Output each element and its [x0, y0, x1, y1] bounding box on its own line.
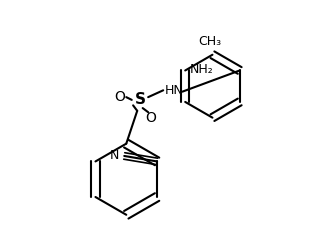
Text: O: O [145, 111, 156, 125]
Text: O: O [114, 90, 125, 104]
Text: HN: HN [165, 84, 183, 97]
Text: NH₂: NH₂ [189, 62, 213, 76]
Text: N: N [109, 149, 119, 162]
Text: CH₃: CH₃ [198, 35, 221, 48]
Text: S: S [135, 92, 145, 107]
